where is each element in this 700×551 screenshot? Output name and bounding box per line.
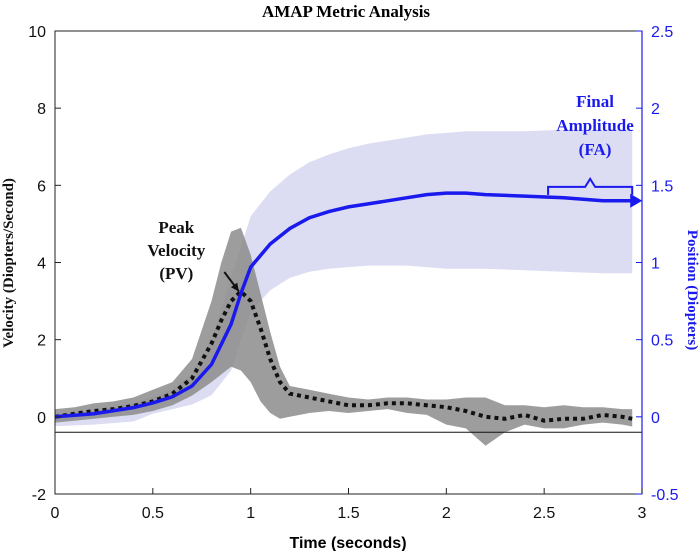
x-tick-label: 2: [442, 505, 451, 522]
left-tick-label: 2: [37, 333, 46, 350]
peak-velocity-label: Peak: [158, 218, 194, 237]
left-axis-label: Velocity (Diopters/Second): [1, 178, 17, 348]
x-tick-label: 1.5: [337, 505, 359, 522]
left-tick-label: 6: [37, 178, 46, 195]
right-axis-label: Position (Diopters): [684, 230, 700, 350]
x-tick-label: 3: [638, 505, 647, 522]
final-amplitude-bracket: [547, 176, 634, 195]
right-tick-label: 0.5: [651, 333, 673, 350]
x-tick-label: 0: [51, 505, 60, 522]
final-amplitude-label: Amplitude: [556, 116, 634, 135]
x-tick-label: 0.5: [142, 505, 164, 522]
left-tick-label: 0: [37, 410, 46, 427]
chart-title: AMAP Metric Analysis: [262, 2, 430, 21]
right-tick-label: 2.5: [651, 24, 673, 41]
left-tick-label: -2: [32, 487, 46, 504]
position-end-arrowhead: [630, 193, 643, 208]
right-tick-label: 1: [651, 256, 660, 273]
final-amplitude-label: Final: [576, 92, 614, 111]
position-series-line: [54, 191, 633, 419]
left-tick-label: 4: [37, 256, 46, 273]
velocity-series-line: [54, 288, 633, 423]
right-tick-label: 2: [651, 101, 660, 118]
right-tick-label: 1.5: [651, 178, 673, 195]
peak-velocity-arrowhead: [230, 282, 239, 292]
x-axis-label: Time (seconds): [289, 535, 406, 551]
position-confidence-band: [55, 129, 633, 427]
x-tick-label: 1: [246, 505, 255, 522]
right-tick-label: -0.5: [651, 487, 679, 504]
right-tick-label: 0: [651, 410, 660, 427]
left-tick-label: 10: [28, 24, 46, 41]
left-tick-label: 8: [37, 101, 46, 118]
final-amplitude-label: (FA): [579, 140, 612, 159]
peak-velocity-label: (PV): [159, 264, 193, 283]
velocity-confidence-band: [55, 227, 633, 446]
x-tick-label: 2.5: [533, 505, 555, 522]
peak-velocity-label: Velocity: [147, 241, 205, 260]
